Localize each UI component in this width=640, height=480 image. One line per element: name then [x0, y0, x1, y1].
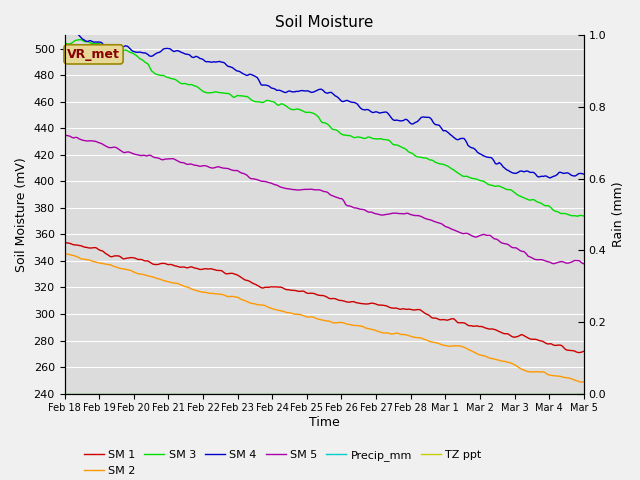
SM 4 — [230, 66, 237, 72]
SM 5 — [266, 180, 274, 186]
SM 1 — [387, 305, 395, 311]
SM 4 — [387, 115, 395, 120]
TZ ppt — [230, 391, 237, 396]
TZ ppt — [438, 391, 446, 396]
SM 4 — [546, 175, 554, 181]
TZ ppt — [266, 391, 274, 396]
TZ ppt — [580, 391, 588, 396]
Line: SM 1: SM 1 — [65, 242, 584, 353]
Precip_mm — [266, 391, 274, 396]
SM 4 — [123, 43, 131, 49]
Precip_mm — [580, 391, 588, 396]
Legend: SM 1, SM 2, SM 3, SM 4, SM 5, Precip_mm, TZ ppt: SM 1, SM 2, SM 3, SM 4, SM 5, Precip_mm,… — [79, 446, 486, 480]
SM 3 — [388, 141, 396, 147]
Y-axis label: Soil Moisture (mV): Soil Moisture (mV) — [15, 157, 28, 272]
SM 4 — [580, 171, 588, 177]
Title: Soil Moisture: Soil Moisture — [275, 15, 373, 30]
SM 5 — [436, 220, 444, 226]
SM 5 — [387, 211, 395, 216]
SM 3 — [440, 161, 447, 167]
SM 5 — [61, 132, 68, 138]
SM 4 — [266, 84, 274, 90]
TZ ppt — [387, 391, 395, 396]
SM 1 — [230, 271, 237, 276]
SM 2 — [580, 379, 588, 385]
SM 1 — [266, 284, 274, 290]
SM 2 — [266, 305, 274, 311]
SM 2 — [438, 342, 446, 348]
Line: SM 3: SM 3 — [65, 40, 584, 216]
SM 3 — [573, 214, 581, 219]
SM 1 — [438, 317, 446, 323]
TZ ppt — [436, 391, 444, 396]
SM 5 — [230, 168, 237, 173]
SM 4 — [438, 126, 446, 132]
TZ ppt — [61, 391, 68, 396]
SM 1 — [436, 317, 444, 323]
Y-axis label: Rain (mm): Rain (mm) — [612, 181, 625, 247]
Text: VR_met: VR_met — [67, 48, 120, 61]
SM 3 — [268, 98, 275, 104]
SM 5 — [580, 261, 588, 266]
SM 2 — [123, 267, 131, 273]
TZ ppt — [123, 391, 131, 396]
Precip_mm — [230, 391, 237, 396]
SM 1 — [61, 240, 68, 245]
Precip_mm — [387, 391, 395, 396]
SM 3 — [231, 94, 239, 100]
SM 3 — [580, 213, 588, 219]
SM 1 — [580, 348, 588, 354]
SM 2 — [436, 341, 444, 347]
SM 3 — [437, 161, 445, 167]
SM 1 — [575, 350, 582, 356]
SM 4 — [61, 25, 68, 31]
SM 4 — [436, 122, 444, 128]
Line: SM 5: SM 5 — [65, 135, 584, 264]
Line: SM 2: SM 2 — [65, 254, 584, 382]
SM 1 — [123, 255, 131, 261]
Precip_mm — [61, 391, 68, 396]
SM 3 — [76, 37, 84, 43]
SM 3 — [124, 48, 132, 54]
Line: SM 4: SM 4 — [65, 28, 584, 178]
SM 5 — [438, 221, 446, 227]
Precip_mm — [123, 391, 131, 396]
Precip_mm — [436, 391, 444, 396]
X-axis label: Time: Time — [309, 416, 340, 429]
SM 2 — [387, 331, 395, 337]
SM 3 — [61, 40, 68, 46]
SM 5 — [123, 149, 131, 155]
Precip_mm — [438, 391, 446, 396]
SM 2 — [61, 251, 68, 257]
SM 2 — [230, 294, 237, 300]
SM 2 — [577, 379, 585, 385]
